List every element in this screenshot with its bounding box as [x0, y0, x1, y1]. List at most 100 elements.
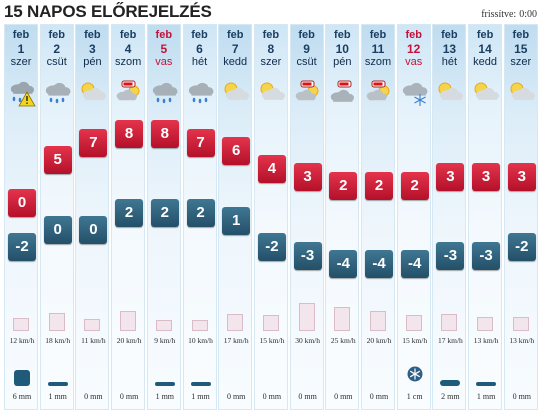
wind-speed-label: 13 km/h: [509, 336, 535, 345]
max-temp-badge: 6: [222, 137, 251, 166]
precip-label: 0 mm: [226, 392, 246, 401]
precip-label: 6 mm: [12, 392, 32, 401]
day-month: feb: [334, 29, 351, 41]
precip-label: 0 mm: [369, 392, 389, 401]
precip-label: 0 mm: [84, 392, 103, 401]
wind-speed-label: 10 km/h: [188, 336, 213, 345]
day-number: 10: [335, 42, 349, 56]
wind-speed-label: 15 km/h: [402, 336, 428, 345]
day-month: feb: [191, 29, 208, 41]
precip-label: 0 mm: [262, 392, 282, 401]
precip-bar: [476, 382, 497, 386]
day-number: 3: [89, 42, 96, 56]
day-column: feb 7 kedd 6 1 17 km/h 0 mm: [218, 24, 253, 410]
sun-cloud-icon: [435, 77, 465, 107]
max-temp-badge: 2: [365, 171, 393, 200]
day-number: 1: [17, 42, 25, 56]
precip-label: 1 mm: [155, 392, 175, 401]
day-month: feb: [441, 29, 458, 41]
min-temp-badge: -2: [8, 233, 36, 261]
wind-bar: [13, 317, 29, 331]
max-temp-badge: 2: [400, 171, 429, 200]
update-label: frissítve:: [481, 9, 517, 20]
max-temp-badge: 2: [329, 171, 358, 200]
wind-bar: [155, 320, 172, 331]
day-weekday: csüt: [46, 56, 67, 68]
sun-cloud-icon: [471, 77, 501, 107]
day-number: 12: [407, 42, 421, 56]
day-month: feb: [155, 29, 173, 41]
day-column: feb 12 vas 2 -4 15 km/h 1 cm: [396, 24, 431, 410]
wind-bar: [370, 311, 386, 331]
precip-label: 0 mm: [334, 392, 353, 401]
wind-speed-label: 30 km/h: [295, 336, 320, 345]
min-temp-badge: -4: [329, 250, 358, 279]
wind-speed-label: 15 km/h: [259, 336, 285, 345]
wind-speed-label: 13 km/h: [473, 336, 499, 345]
day-column: feb 5 vas 8 2 9 km/h 1 mm: [146, 24, 181, 410]
wind-bar: [405, 315, 422, 331]
min-temp-badge: 1: [222, 207, 251, 236]
snowflake-icon: [407, 366, 423, 382]
day-column: feb 11 szom 2 -4 20 km/h 0 mm: [361, 24, 395, 410]
wind-bar: [48, 312, 65, 331]
day-number: 11: [371, 42, 385, 56]
sun-cloud-icon: [221, 77, 251, 107]
day-month: feb: [84, 29, 101, 41]
min-temp-badge: -2: [507, 233, 536, 261]
precip-label: 2 mm: [441, 392, 460, 401]
day-column: feb 4 szom 8 2 20 km/h 0 mm: [111, 24, 146, 410]
day-number: 14: [478, 42, 492, 56]
min-temp-badge: -2: [257, 233, 286, 261]
day-number: 6: [196, 42, 203, 56]
wind-bar: [191, 319, 208, 331]
wind-speed-label: 9 km/h: [154, 336, 176, 345]
min-temp-badge: 2: [150, 198, 179, 227]
wind-bar: [120, 311, 137, 331]
max-temp-badge: 8: [150, 120, 179, 149]
day-weekday: pén: [333, 56, 352, 68]
min-temp-badge: 2: [115, 198, 144, 227]
wind-bar: [334, 306, 351, 331]
precip-label: 1 mm: [48, 392, 67, 401]
max-temp-badge: 8: [115, 120, 144, 149]
sun-cloud-icon: [257, 77, 287, 107]
min-temp-badge: 0: [43, 215, 72, 244]
precip-bar: [440, 380, 461, 386]
day-number: 7: [231, 42, 239, 56]
day-column: feb 10 pén 2 -4 25 km/h 0 mm: [325, 24, 360, 410]
wind-bar: [262, 315, 279, 331]
sun-cloud-icon: [507, 77, 537, 107]
max-temp-badge: 7: [79, 128, 108, 157]
day-month: feb: [369, 29, 387, 41]
cloud-rain-icon: [150, 77, 180, 107]
max-temp-badge: 3: [436, 163, 465, 192]
day-month: feb: [226, 29, 244, 41]
day-column: feb 9 csüt 3 -3 30 km/h 0 mm: [289, 24, 324, 410]
day-number: 13: [442, 42, 457, 56]
min-temp-badge: -3: [436, 241, 465, 270]
wind-speed-label: 17 km/h: [437, 336, 463, 345]
cloud-thermo-icon: [328, 77, 358, 107]
cloud-snow-icon: [400, 77, 430, 107]
day-weekday: hét: [191, 56, 208, 68]
precip-bar: [47, 382, 68, 386]
day-month: feb: [405, 29, 422, 41]
wind-speed-label: 20 km/h: [116, 336, 142, 345]
min-temp-badge: 2: [186, 198, 215, 227]
min-temp-badge: -3: [472, 241, 501, 270]
day-column: feb 8 szer 4 -2 15 km/h 0 mm: [253, 24, 288, 410]
wind-bar: [477, 316, 494, 331]
day-number: 5: [160, 42, 168, 56]
wind-speed-label: 11 km/h: [81, 336, 106, 345]
day-month: feb: [298, 29, 315, 41]
wind-speed-label: 12 km/h: [9, 336, 35, 345]
max-temp-badge: 3: [472, 163, 501, 192]
max-temp-badge: 3: [293, 163, 322, 192]
wind-speed-label: 18 km/h: [45, 336, 71, 345]
max-temp-badge: 5: [43, 146, 72, 174]
day-weekday: hét: [441, 56, 458, 68]
min-temp-badge: -3: [293, 241, 322, 270]
day-column: feb 14 kedd 3 -3 13 km/h 1 mm: [468, 24, 503, 410]
day-weekday: szer: [510, 56, 532, 68]
